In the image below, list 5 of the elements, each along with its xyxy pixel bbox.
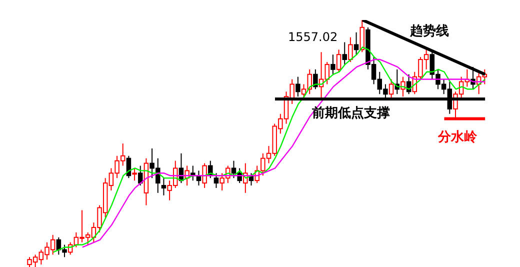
annotation: 前期低点支撑: [312, 105, 390, 122]
candlestick: [161, 178, 166, 196]
annotation: 分水岭: [438, 129, 477, 146]
annotation: 趋势线: [410, 23, 449, 40]
annotation: 1557.02: [288, 30, 338, 44]
